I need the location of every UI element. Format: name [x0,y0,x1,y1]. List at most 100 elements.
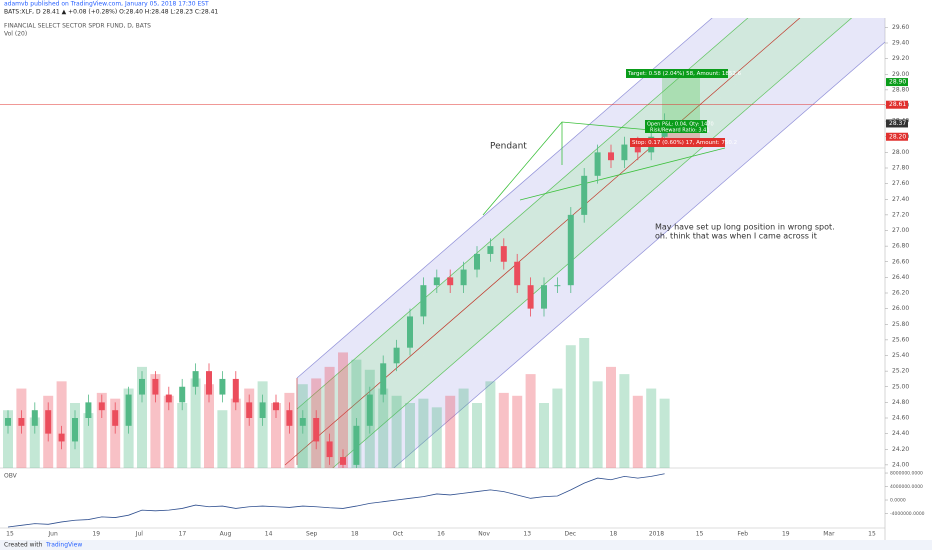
candle-body [447,277,454,286]
y-tick-label: 25.40 [892,352,909,359]
volume-bar [512,395,523,468]
price-marker-label: 28.37 [889,120,906,127]
y-tick-label: 24.20 [892,446,909,453]
volume-bar [190,378,201,468]
x-tick-label: 19 [782,531,790,538]
candle-body [634,144,641,153]
volume-bar [391,395,402,468]
candle-body [353,425,360,465]
y-tick-label: 28.00 [892,149,909,156]
candle-body [5,418,11,426]
candle-body [58,433,65,442]
candle-body [460,269,467,286]
volume-bar [351,359,362,468]
annotation: Pendant [490,142,527,152]
channel-inner-band [297,18,852,468]
candle-body [554,285,561,287]
ratio-label: Risk/Reward Ratio: 3.41 [650,128,710,134]
volume-bar [418,398,429,468]
x-tick-label: Nov [478,531,490,538]
volume-bar [29,417,40,468]
x-tick-label: 16 [437,531,445,538]
volume-bar [552,388,563,468]
x-tick-label: 15 [696,531,704,538]
candle-body [366,394,373,426]
volume-bar [405,403,415,468]
obv-label: OBV [4,473,18,480]
volume-bar [83,413,94,468]
y-tick-label: 27.60 [892,180,909,187]
x-tick-label: 15 [6,531,14,538]
volume-bar [485,381,496,468]
volume-label: Vol (20) [4,31,27,38]
candle-body [621,144,628,161]
y-tick-label: 25.00 [892,383,909,390]
candle-body [192,371,199,387]
price-marker-label: 28.20 [889,133,906,140]
y-tick-label: 0.0000 [890,498,906,504]
volume-bar [431,407,442,468]
candle-body [18,418,25,426]
x-tick-label: 2018 [649,531,664,538]
volume-bar [565,345,576,468]
candle-body [594,152,601,176]
candle-body [85,402,92,418]
target-zone [662,77,700,121]
y-tick-label: 29.20 [892,55,909,62]
target-box [626,69,728,78]
candle-body [474,253,480,270]
candle-body [286,410,293,426]
candle-body [45,410,52,434]
candle-body [380,363,387,395]
volume-bar [458,388,469,468]
symbol: FINANCIAL SELECT SECTOR SPDR FUND, D, BA… [4,23,151,30]
candle-body [206,371,212,395]
candle-body [152,378,159,395]
y-tick-label: -4000000.0000 [890,511,925,517]
candle-body [313,418,320,442]
candle-body [581,175,588,215]
volume-bar [606,366,616,468]
volume-bar [378,388,389,468]
candle-body [527,285,534,309]
channel-line [393,41,885,468]
y-tick-label: 27.80 [892,165,909,172]
volume-bar [137,366,147,468]
volume-bar [244,388,255,468]
x-tick-label: Aug [220,531,232,538]
channel-line [296,18,749,410]
volume-bar [3,410,13,468]
y-tick-label: 27.40 [892,196,909,203]
x-tick-label: Oct [393,531,404,538]
candle-body [98,402,105,411]
y-tick-label: 26.80 [892,243,909,250]
footer-brand[interactable]: TradingView [45,542,82,549]
volume-bar [498,392,509,468]
candle-body [232,378,239,403]
volume-bar [177,403,188,468]
x-tick-label: 19 [92,531,100,538]
y-tick-label: 28.80 [892,86,909,93]
x-tick-label: Jun [47,531,58,538]
price-marker [886,100,908,109]
price-marker [886,119,908,128]
candle-body [31,410,38,426]
annotation: oh. think that was when I came across it [655,232,817,241]
volume-bar [445,395,456,468]
obv-line [7,473,665,528]
candle-body [139,378,145,395]
y-tick-label: 26.20 [892,290,909,297]
stop-box [630,138,725,147]
volume-bar [96,392,107,468]
target-label: Target: 0.58 (2.04%) 58, Amount: 1852.6 [627,71,742,77]
x-tick-label: Jul [135,531,144,538]
volume-bar [163,395,174,468]
volume-bar [659,398,670,468]
volume-bar [338,352,348,468]
volume-bar [619,374,630,468]
y-tick-label: 27.20 [892,211,909,218]
x-tick-label: Sep [306,531,318,538]
volume-bar [632,395,643,468]
volume-bar [217,410,228,468]
